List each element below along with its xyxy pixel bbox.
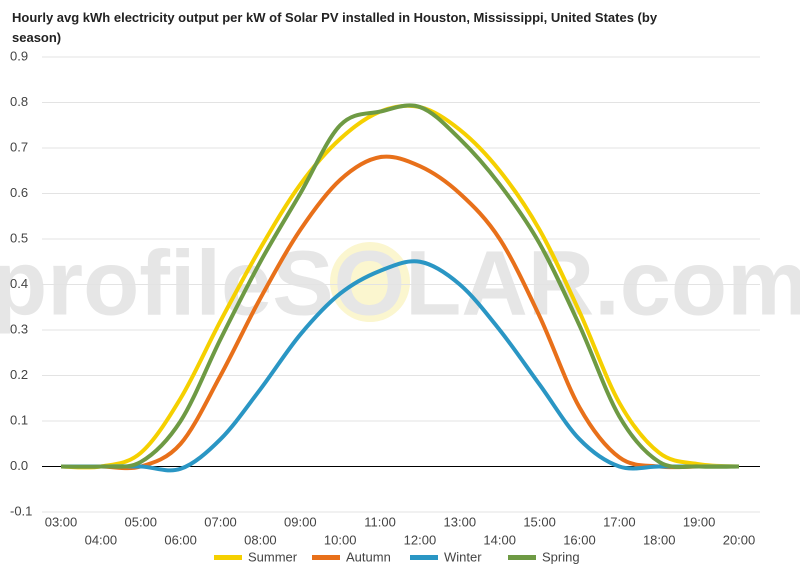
legend-label: Spring [542, 549, 580, 564]
legend-label: Autumn [346, 549, 391, 564]
x-tick-label: 20:00 [723, 532, 756, 547]
y-tick-label: 0.9 [10, 48, 28, 63]
x-tick-label: 16:00 [563, 532, 596, 547]
series-line [61, 154, 739, 471]
series-line [60, 103, 740, 470]
x-tick-label: 04:00 [85, 532, 118, 547]
watermark-sun [330, 242, 410, 322]
x-tick-label: 17:00 [603, 514, 636, 529]
x-tick-label: 18:00 [643, 532, 676, 547]
x-tick-label: 03:00 [45, 514, 78, 529]
x-tick-label: 14:00 [483, 532, 516, 547]
y-tick-label: -0.1 [10, 503, 32, 518]
x-tick-label: 12:00 [404, 532, 437, 547]
legend-swatch [410, 555, 438, 560]
y-tick-label: 0.3 [10, 321, 28, 336]
series-line [61, 259, 739, 473]
x-tick-label: 07:00 [204, 514, 237, 529]
legend-swatch [508, 555, 536, 560]
legend-label: Summer [248, 549, 298, 564]
legend-swatch [214, 555, 242, 560]
x-tick-label: 05:00 [124, 514, 157, 529]
x-tick-label: 10:00 [324, 532, 357, 547]
x-tick-label: 09:00 [284, 514, 317, 529]
y-tick-label: 0.6 [10, 185, 28, 200]
y-tick-label: 0.5 [10, 230, 28, 245]
x-tick-label: 06:00 [164, 532, 197, 547]
x-tick-label: 19:00 [683, 514, 716, 529]
x-tick-label: 11:00 [364, 514, 396, 529]
legend-label: Winter [444, 549, 482, 564]
x-tick-label: 13:00 [444, 514, 477, 529]
y-tick-label: 0.1 [10, 412, 28, 427]
x-tick-label: 08:00 [244, 532, 277, 547]
watermark: profileSOLAR.com [0, 232, 800, 334]
legend-swatch [312, 555, 340, 560]
x-tick-label: 15:00 [523, 514, 556, 529]
chart-title: Hourly avg kWh electricity output per kW… [12, 10, 658, 45]
y-tick-label: 0.8 [10, 94, 28, 109]
y-tick-label: 0.0 [10, 458, 28, 473]
y-tick-label: 0.4 [10, 276, 28, 291]
y-tick-label: 0.2 [10, 367, 28, 382]
y-tick-label: 0.7 [10, 139, 28, 154]
